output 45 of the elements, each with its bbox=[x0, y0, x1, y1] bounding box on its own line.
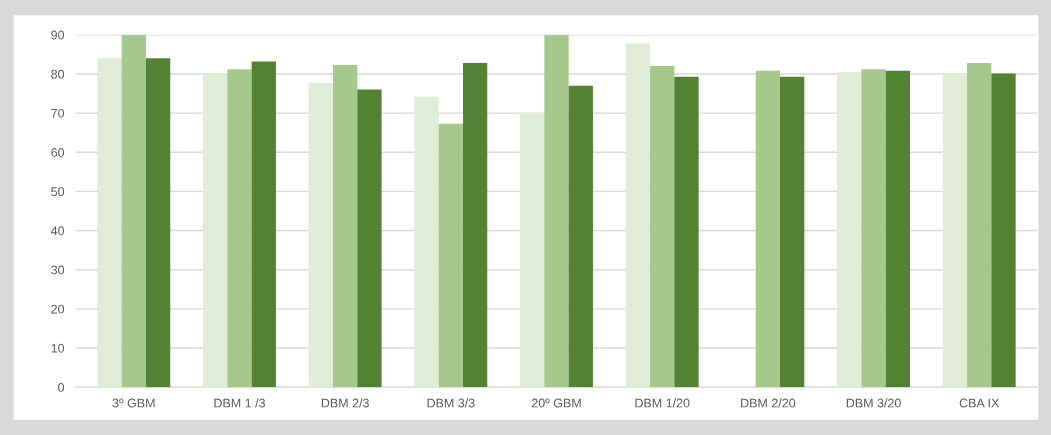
bar bbox=[203, 73, 228, 388]
y-tick-label: 40 bbox=[50, 226, 65, 236]
bar bbox=[568, 85, 593, 388]
bar bbox=[650, 66, 675, 388]
y-tick-label: 80 bbox=[51, 69, 65, 79]
bar bbox=[357, 89, 382, 388]
bar bbox=[97, 58, 122, 388]
bar bbox=[251, 61, 276, 388]
bar bbox=[520, 113, 545, 388]
bar bbox=[861, 69, 886, 388]
bar bbox=[942, 73, 968, 388]
y-tick-label: 30 bbox=[51, 265, 65, 275]
bar bbox=[755, 70, 781, 388]
y-tick-label: 20 bbox=[51, 304, 65, 314]
y-tick-label: 70 bbox=[51, 108, 65, 118]
bar bbox=[885, 70, 910, 388]
x-tick-label: 3º GBM bbox=[112, 398, 155, 408]
y-tick-label: 10 bbox=[51, 343, 65, 353]
x-tick-label: DBM 3/20 bbox=[846, 398, 901, 408]
x-tick-label: 20º GBM bbox=[531, 398, 581, 408]
y-tick-label: 50 bbox=[51, 187, 65, 197]
y-tick-label: 60 bbox=[51, 148, 65, 157]
bar bbox=[625, 43, 651, 388]
bar bbox=[544, 34, 569, 388]
bar bbox=[438, 123, 463, 388]
x-tick-label: DBM 3/3 bbox=[427, 398, 475, 408]
bar bbox=[780, 76, 805, 388]
x-tick-label: DBM 2/3 bbox=[321, 398, 369, 408]
bar bbox=[227, 69, 252, 388]
bar bbox=[991, 73, 1016, 388]
bar bbox=[967, 62, 992, 388]
bar bbox=[414, 96, 439, 388]
x-tick-label: DBM 2/20 bbox=[741, 398, 796, 408]
y-tick-label: 0 bbox=[58, 382, 65, 392]
bar bbox=[145, 58, 171, 388]
x-tick-label: DBM 1 /3 bbox=[214, 398, 265, 408]
bar bbox=[837, 71, 862, 388]
x-tick-label: CBA IX bbox=[959, 398, 1000, 408]
bar bbox=[462, 62, 488, 388]
y-tick-label: 90 bbox=[51, 30, 65, 40]
x-tick-label: DBM 1/20 bbox=[635, 398, 690, 408]
bar bbox=[308, 82, 333, 388]
bar bbox=[121, 34, 146, 388]
bar bbox=[333, 64, 358, 388]
bar bbox=[674, 76, 699, 388]
